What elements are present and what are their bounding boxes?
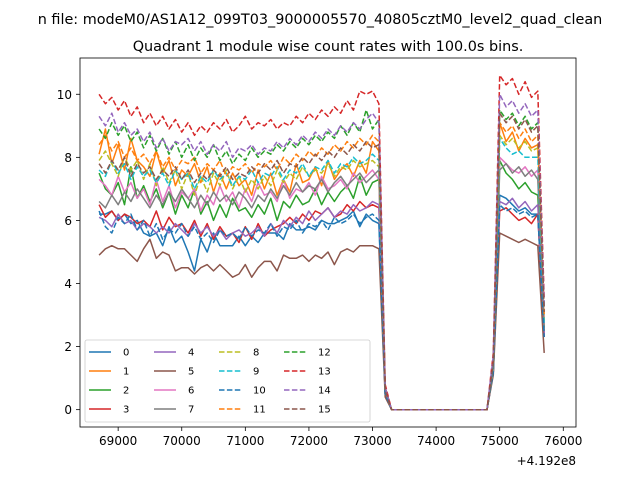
chart-title: Quadrant 1 module wise count rates with … xyxy=(133,39,524,55)
legend-label-12: 12 xyxy=(318,348,331,359)
legend-label-3: 3 xyxy=(123,405,129,416)
series-line-11 xyxy=(98,121,545,411)
y-tick-label: 0 xyxy=(64,403,72,417)
legend-label-2: 2 xyxy=(123,386,129,397)
y-tick-label: 6 xyxy=(64,214,72,228)
series-line-9 xyxy=(98,137,545,411)
legend-label-10: 10 xyxy=(253,386,266,397)
series-line-15 xyxy=(98,112,545,411)
legend-label-15: 15 xyxy=(318,405,331,416)
x-tick-label: 73000 xyxy=(353,434,391,448)
legend-label-9: 9 xyxy=(253,367,259,378)
legend-label-7: 7 xyxy=(188,405,194,416)
legend-label-11: 11 xyxy=(253,405,266,416)
x-tick-label: 75000 xyxy=(481,434,519,448)
legend-label-8: 8 xyxy=(253,348,259,359)
legend-label-13: 13 xyxy=(318,367,331,378)
figure-header-text: n file: modeM0/AS1A12_099T03_9000005570_… xyxy=(38,12,603,28)
y-axis: 0 2 4 6 8 10 xyxy=(57,88,80,417)
legend-label-1: 1 xyxy=(123,367,129,378)
y-tick-label: 4 xyxy=(64,277,72,291)
legend-label-6: 6 xyxy=(188,386,194,397)
y-tick-label: 2 xyxy=(64,340,72,354)
legend-label-4: 4 xyxy=(188,348,194,359)
legend-label-14: 14 xyxy=(318,386,331,397)
x-tick-label: 69000 xyxy=(99,434,137,448)
x-tick-label: 74000 xyxy=(417,434,455,448)
x-tick-label: 72000 xyxy=(290,434,328,448)
legend-label-0: 0 xyxy=(123,348,129,359)
series-line-14 xyxy=(98,93,545,411)
y-tick-label: 10 xyxy=(57,88,72,102)
legend-frame xyxy=(84,339,371,423)
series-layer xyxy=(98,74,545,411)
x-axis-offset-label: +4.192e8 xyxy=(517,454,576,468)
plot-frame xyxy=(79,57,577,428)
x-tick-label: 76000 xyxy=(544,434,582,448)
y-tick-label: 8 xyxy=(64,151,72,165)
legend-label-5: 5 xyxy=(188,367,194,378)
x-tick-label: 70000 xyxy=(163,434,201,448)
x-tick-label: 71000 xyxy=(226,434,264,448)
x-axis: 69000 70000 71000 72000 73000 74000 75000 76000 xyxy=(99,427,582,448)
